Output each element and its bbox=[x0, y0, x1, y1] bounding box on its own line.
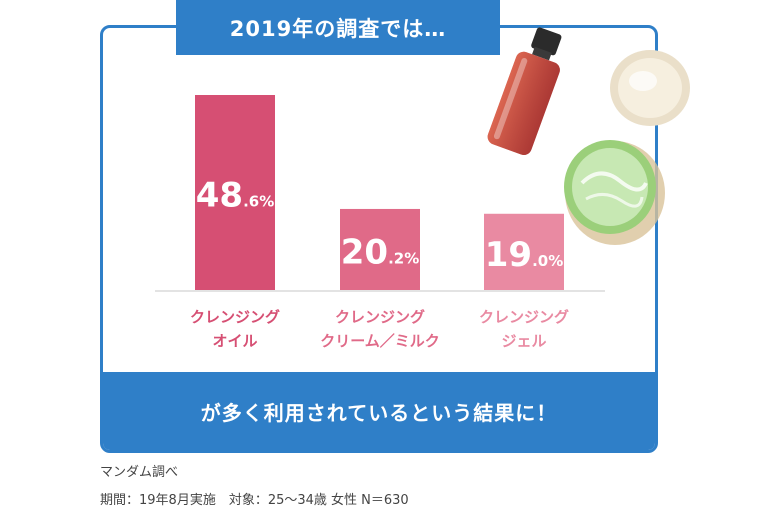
category-label-3-line-2: ジェル bbox=[501, 332, 546, 350]
bar-2 bbox=[340, 208, 420, 290]
bar-1 bbox=[195, 95, 275, 290]
bar-value-label-3: 19.0% bbox=[485, 235, 564, 275]
cream-jar-icon bbox=[610, 50, 690, 126]
survey-detail-note: 期間：19年8月実施 対象：25〜34歳 女性 N＝630 bbox=[100, 493, 409, 508]
bar-3 bbox=[484, 213, 564, 290]
category-label-1-line-2: オイル bbox=[212, 332, 257, 350]
result-banner: が多く利用されているという結果に！ bbox=[103, 372, 655, 450]
gel-jar-icon bbox=[564, 140, 665, 245]
survey-title: 2019年の調査では… bbox=[176, 0, 500, 55]
bar-value-label-2: 20.2% bbox=[341, 232, 420, 272]
category-label-2-line-2: クリーム／ミルク bbox=[320, 332, 440, 350]
category-label-3-line-1: クレンジング bbox=[479, 308, 569, 326]
category-label-2-line-1: クレンジング bbox=[335, 308, 425, 326]
usage-bar-chart: 48.6%クレンジングオイル20.2%クレンジングクリーム／ミルク19.0%クレ… bbox=[155, 95, 605, 350]
survey-card: が多く利用されているという結果に！ bbox=[100, 25, 658, 453]
category-label-1-line-1: クレンジング bbox=[190, 308, 280, 326]
oil-bottle-icon bbox=[487, 27, 562, 156]
source-note: マンダム調べ bbox=[100, 465, 179, 480]
bar-value-label-1: 48.6% bbox=[196, 176, 275, 216]
